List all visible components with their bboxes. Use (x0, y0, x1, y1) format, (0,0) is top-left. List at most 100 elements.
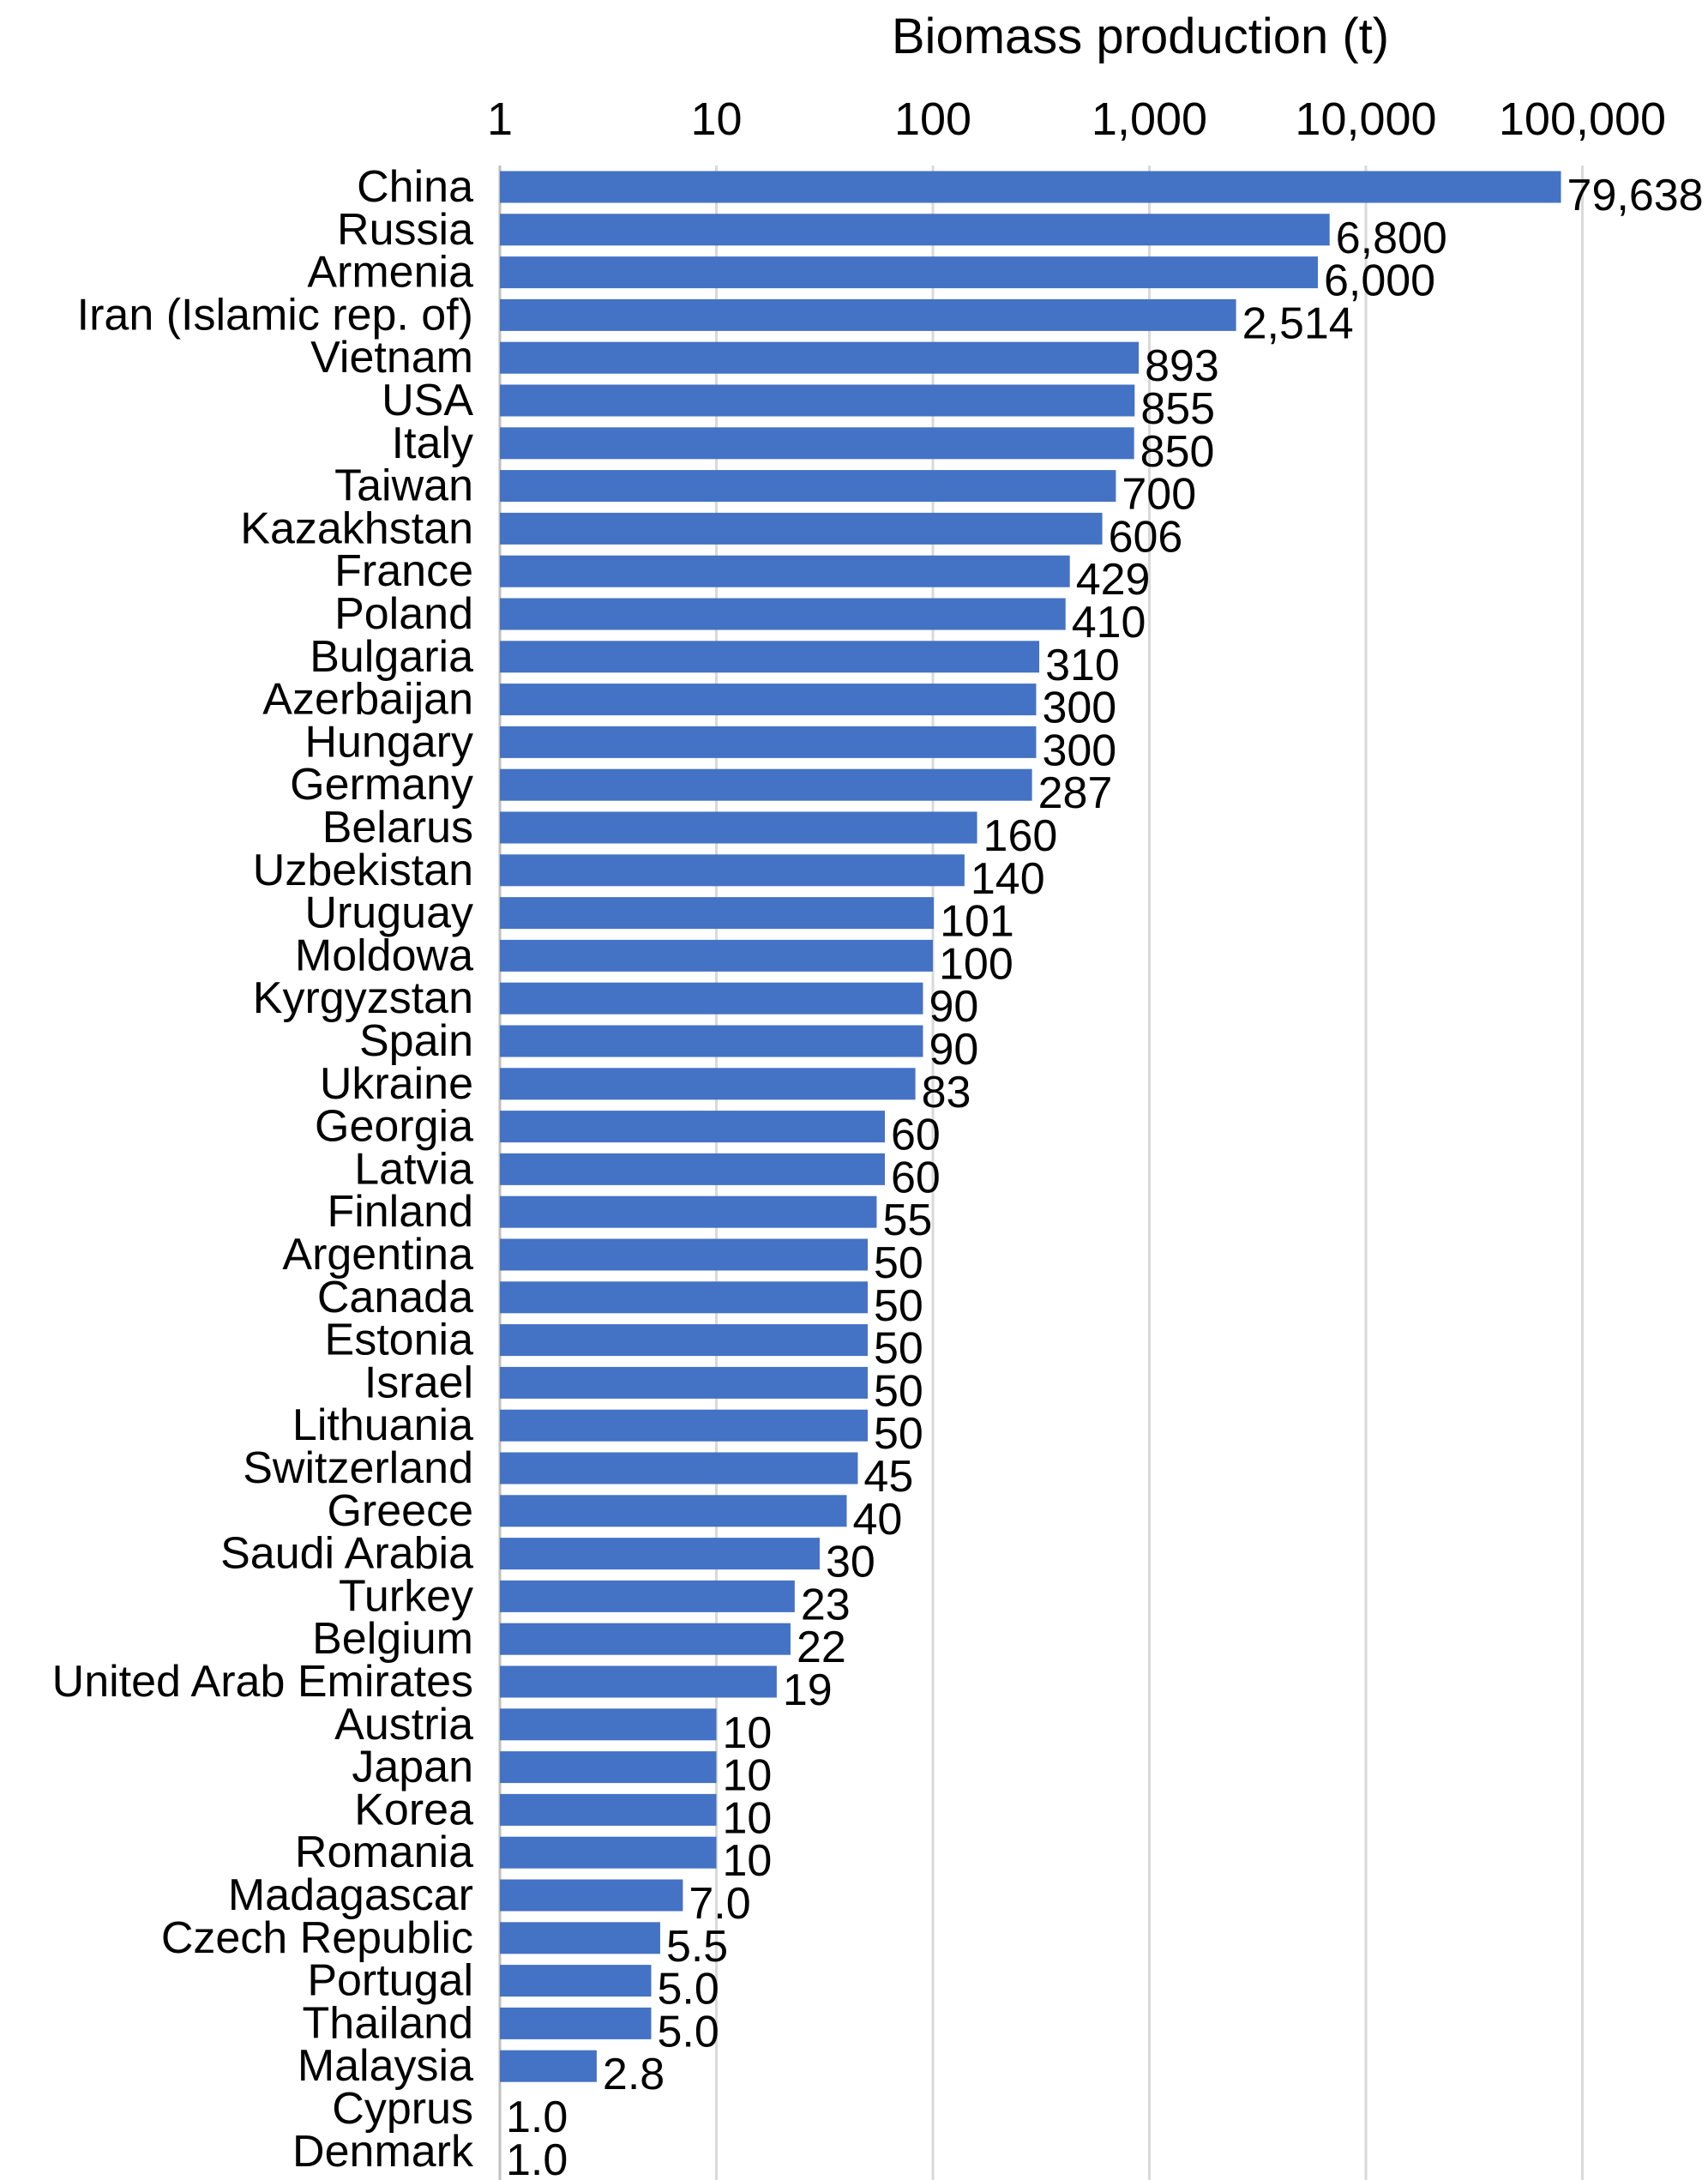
data-label: 10 (723, 1751, 773, 1801)
bar (500, 1965, 652, 1997)
category-label: Switzerland (243, 1443, 473, 1493)
category-label: Uzbekistan (253, 846, 473, 895)
data-label: 2.8 (603, 2050, 665, 2099)
data-label: 5.5 (666, 1922, 728, 1972)
category-label: Uruguay (304, 888, 473, 938)
data-label: 60 (891, 1153, 941, 1202)
bar (500, 1238, 868, 1271)
bar (500, 726, 1037, 758)
bar (500, 1538, 820, 1570)
data-label: 50 (874, 1238, 923, 1288)
bar (500, 641, 1040, 673)
category-label: Czech Republic (161, 1913, 473, 1963)
data-label: 855 (1140, 384, 1215, 434)
category-label: Azerbaijan (262, 675, 473, 725)
data-label: 50 (874, 1366, 923, 1416)
data-label: 10 (723, 1708, 773, 1758)
bar (500, 512, 1103, 545)
data-label: 606 (1109, 512, 1183, 562)
bar (500, 1665, 777, 1698)
bar (500, 2050, 597, 2082)
data-label: 23 (801, 1580, 851, 1629)
category-label: Portugal (307, 1956, 473, 2006)
data-label: 1.0 (506, 2135, 568, 2180)
category-label: Latvia (354, 1144, 473, 1194)
data-label: 45 (863, 1452, 913, 1502)
data-label: 10 (723, 1793, 773, 1843)
x-tick-label: 1 (487, 93, 513, 145)
category-label: Austria (334, 1700, 473, 1749)
bar (500, 1281, 868, 1314)
data-label: 140 (971, 854, 1045, 904)
data-label: 410 (1072, 598, 1146, 647)
data-label: 160 (983, 811, 1058, 861)
category-label: Estonia (325, 1316, 474, 1365)
bar (500, 214, 1330, 246)
category-label: China (357, 162, 473, 212)
category-label: Turkey (339, 1571, 473, 1621)
data-label: 700 (1122, 470, 1196, 520)
bar (500, 684, 1037, 716)
bar (500, 939, 933, 972)
data-label: 7.0 (689, 1879, 750, 1929)
data-label: 90 (929, 982, 978, 1032)
category-label: Korea (354, 1785, 473, 1834)
bar (500, 555, 1070, 587)
category-label: Canada (317, 1273, 473, 1322)
bar (500, 598, 1066, 630)
data-label: 100 (939, 939, 1013, 989)
data-label: 287 (1038, 768, 1113, 818)
category-label: Kazakhstan (240, 503, 473, 553)
category-label: Moldowa (295, 930, 473, 980)
category-label: Belgium (312, 1614, 473, 1664)
x-tick-label: 10 (690, 93, 742, 145)
data-label: 300 (1042, 684, 1116, 733)
bar (500, 1452, 858, 1484)
category-label: Madagascar (228, 1870, 473, 1920)
bar (500, 1623, 791, 1655)
category-label: Hungary (304, 717, 473, 767)
data-label: 300 (1042, 726, 1116, 775)
category-label: United Arab Emirates (52, 1657, 473, 1707)
bar (500, 171, 1561, 203)
data-label: 6,800 (1336, 214, 1447, 263)
bar (500, 1111, 885, 1143)
category-label: Greece (327, 1486, 473, 1536)
data-label: 22 (797, 1623, 846, 1672)
x-axis-ticks: 1 10 100 1,000 10,000 100,000 (487, 93, 1666, 145)
bar (500, 1495, 847, 1527)
category-label: Belarus (322, 803, 473, 852)
data-label: 90 (929, 1025, 978, 1075)
category-label: Germany (290, 760, 473, 810)
data-label: 50 (874, 1409, 923, 1459)
data-label: 5.0 (657, 2007, 719, 2057)
bar (500, 982, 923, 1015)
category-label: Vietnam (310, 333, 473, 382)
category-label: Israel (364, 1358, 473, 1407)
category-label: Iran (Islamic rep. of) (77, 290, 473, 340)
category-label: Italy (392, 419, 473, 468)
x-tick-label: 10,000 (1295, 93, 1436, 145)
category-label: Finland (327, 1187, 473, 1237)
bar (500, 470, 1116, 503)
x-tick-label: 1,000 (1092, 93, 1207, 145)
category-label: Japan (352, 1743, 473, 1792)
bar (500, 341, 1140, 374)
bar (500, 1580, 795, 1612)
data-label: 310 (1045, 641, 1120, 690)
category-label: Lithuania (292, 1400, 473, 1450)
data-label: 101 (940, 897, 1014, 947)
data-label: 2,514 (1242, 298, 1354, 348)
bar (500, 768, 1032, 801)
category-label: Malaysia (298, 2041, 473, 2091)
category-label: Ukraine (320, 1059, 473, 1109)
bar (500, 1708, 717, 1741)
category-label: Argentina (282, 1230, 473, 1280)
bar (500, 1793, 717, 1826)
category-label: Russia (337, 205, 473, 255)
bar (500, 427, 1134, 460)
bar (500, 1153, 885, 1185)
category-label: Armenia (307, 248, 473, 298)
